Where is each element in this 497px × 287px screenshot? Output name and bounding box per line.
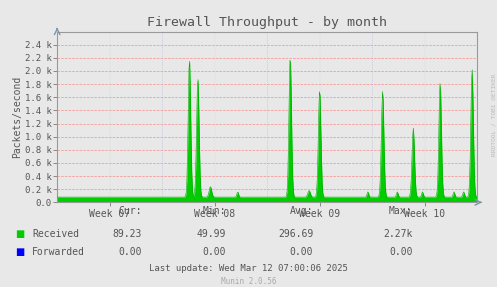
Text: 0.00: 0.00 bbox=[203, 247, 226, 257]
Text: Last update: Wed Mar 12 07:00:06 2025: Last update: Wed Mar 12 07:00:06 2025 bbox=[149, 264, 348, 273]
Text: Forwarded: Forwarded bbox=[32, 247, 85, 257]
Y-axis label: Packets/second: Packets/second bbox=[12, 76, 22, 158]
Text: 49.99: 49.99 bbox=[197, 229, 226, 239]
Text: 0.00: 0.00 bbox=[290, 247, 313, 257]
Text: 0.00: 0.00 bbox=[118, 247, 142, 257]
Text: ■: ■ bbox=[15, 229, 24, 239]
Text: Cur:: Cur: bbox=[118, 206, 142, 216]
Text: 89.23: 89.23 bbox=[112, 229, 142, 239]
Text: RRDTOOL / TOBI OETIKER: RRDTOOL / TOBI OETIKER bbox=[491, 73, 496, 156]
Text: ■: ■ bbox=[15, 247, 24, 257]
Text: 296.69: 296.69 bbox=[278, 229, 313, 239]
Title: Firewall Throughput - by month: Firewall Throughput - by month bbox=[147, 16, 387, 29]
Text: Min:: Min: bbox=[203, 206, 226, 216]
Text: Avg:: Avg: bbox=[290, 206, 313, 216]
Text: Munin 2.0.56: Munin 2.0.56 bbox=[221, 277, 276, 286]
Text: 0.00: 0.00 bbox=[389, 247, 413, 257]
Text: 2.27k: 2.27k bbox=[383, 229, 413, 239]
Text: Max:: Max: bbox=[389, 206, 413, 216]
Text: Received: Received bbox=[32, 229, 80, 239]
